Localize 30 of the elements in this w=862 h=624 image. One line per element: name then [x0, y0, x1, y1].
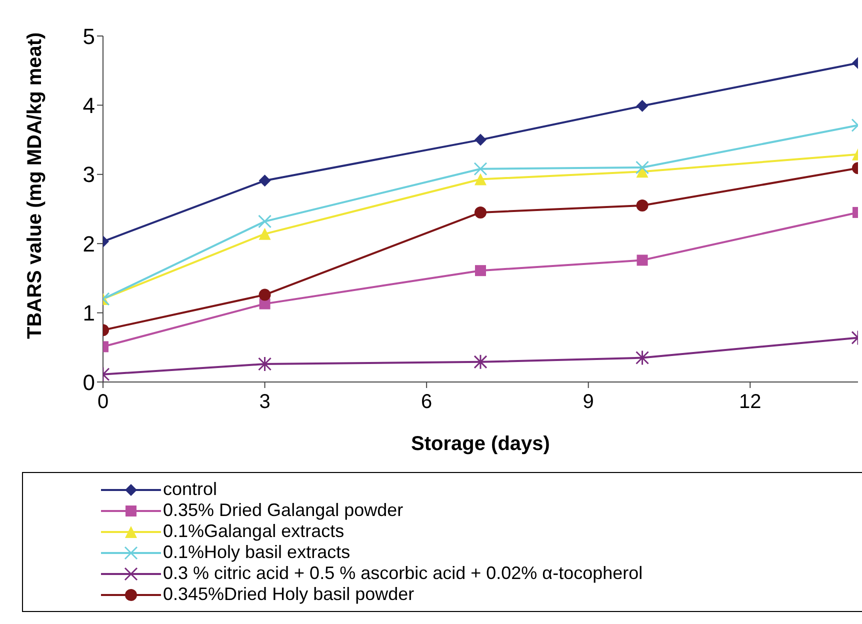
y-tick-label: 2 [82, 231, 95, 256]
x-tick-label: 12 [739, 391, 762, 414]
x-tick-label: 0 [97, 391, 109, 414]
legend-label: 0.1%Galangal extracts [163, 521, 344, 542]
x-tick-label: 6 [421, 391, 432, 414]
x-tick-label: 9 [582, 391, 594, 414]
y-tick-label: 4 [82, 93, 95, 118]
x-axis-title: Storage (days) [411, 433, 550, 455]
point [475, 265, 486, 276]
point [474, 206, 486, 218]
legend-label: 0.1%Holy basil extracts [163, 542, 350, 563]
point [636, 160, 650, 174]
y-tick-label: 3 [82, 162, 95, 188]
point [474, 173, 486, 186]
legend-label: 0.345%Dried Holy basil powder [163, 584, 414, 605]
point [636, 254, 648, 266]
x-tick-label: 3 [259, 391, 270, 414]
point [474, 354, 488, 370]
point [474, 134, 486, 146]
point [636, 350, 650, 366]
y-tick-label: 5 [82, 24, 95, 49]
y-axis-title: TBARS value (mg MDA/kg meat) [24, 32, 46, 339]
y-tick-label: 1 [82, 300, 95, 326]
point [474, 162, 488, 176]
legend-label: 0.35% Dried Galangal powder [163, 500, 404, 521]
legend-label: control [163, 479, 218, 500]
y-tick-label: 0 [82, 370, 95, 395]
legend-label: 0.3 % citric acid + 0.5 % ascorbic acid + 0.02% α-tocopherol [163, 563, 643, 584]
point [636, 200, 648, 212]
point [636, 100, 648, 112]
